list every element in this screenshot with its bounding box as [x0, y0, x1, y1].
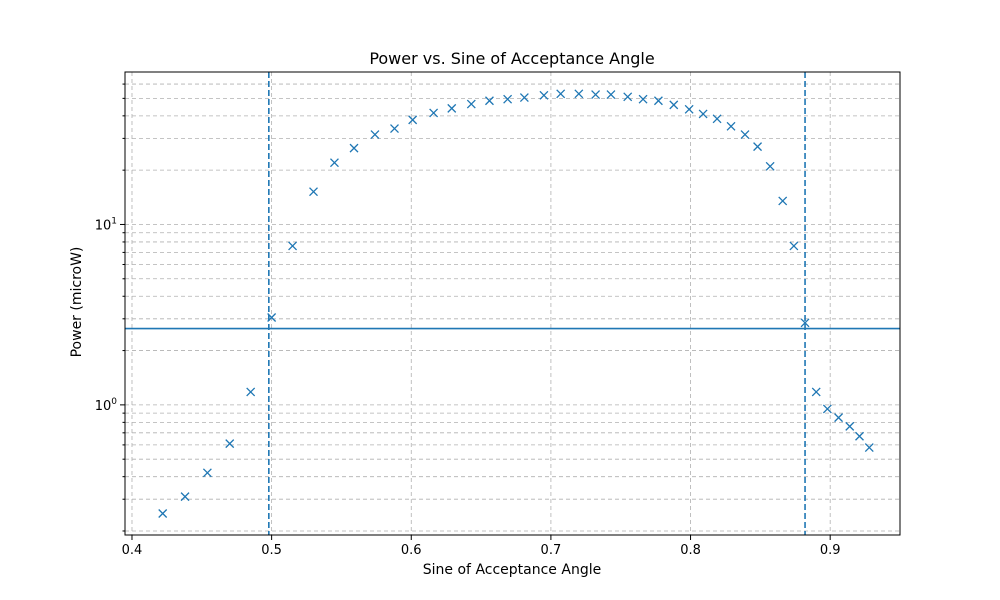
data-point	[466, 99, 476, 109]
data-point	[778, 196, 788, 206]
x-tick-label: 0.5	[261, 543, 282, 558]
data-point	[370, 130, 380, 140]
data-point	[329, 158, 339, 168]
data-point	[503, 94, 513, 104]
data-point	[864, 443, 874, 453]
data-point	[246, 387, 256, 397]
x-axis-label: Sine of Acceptance Angle	[423, 562, 601, 578]
data-point	[267, 313, 277, 322]
x-tick-label: 0.7	[541, 543, 562, 558]
data-point	[855, 431, 864, 441]
plot-frame	[124, 71, 901, 536]
data-point	[684, 104, 694, 114]
data-point	[726, 121, 736, 131]
data-points	[158, 89, 874, 518]
data-point	[789, 241, 799, 251]
data-point	[225, 439, 235, 449]
data-point	[653, 96, 663, 106]
data-point	[408, 115, 418, 125]
data-point	[698, 109, 708, 119]
data-point	[811, 387, 821, 397]
data-point	[574, 89, 584, 99]
data-point	[712, 114, 722, 124]
reference-lines	[125, 72, 900, 535]
y-tick-label: 100	[95, 397, 118, 414]
grid	[125, 72, 900, 535]
y-axis-label: Power (microW)	[69, 247, 85, 358]
data-point	[638, 94, 648, 104]
data-point	[349, 143, 359, 153]
y-tick-label: 101	[95, 216, 117, 233]
data-point	[288, 241, 298, 251]
data-point	[202, 468, 212, 478]
data-point	[591, 90, 601, 100]
data-point	[429, 108, 439, 118]
x-tick-label: 0.8	[680, 543, 701, 558]
data-point	[556, 89, 566, 99]
data-point	[309, 187, 318, 197]
x-tick-label: 0.4	[122, 543, 143, 558]
data-point	[158, 509, 168, 518]
axis-ticks: 0.4 0.5 0.6 0.7 0.8 0.9 100 101	[95, 83, 841, 558]
data-point	[180, 492, 190, 502]
data-point	[834, 413, 844, 423]
x-tick-label: 0.9	[820, 543, 841, 558]
data-point	[800, 318, 810, 328]
x-tick-label: 0.6	[401, 543, 422, 558]
data-point	[753, 142, 763, 152]
data-point	[740, 130, 750, 140]
data-point	[390, 124, 399, 134]
data-point	[519, 93, 529, 103]
chart-title: Power vs. Sine of Acceptance Angle	[369, 49, 654, 68]
data-point	[447, 103, 457, 113]
data-point	[484, 96, 494, 106]
data-point	[669, 100, 679, 110]
data-point	[539, 90, 549, 100]
data-point	[606, 90, 616, 100]
data-point	[822, 404, 832, 414]
data-point	[845, 421, 855, 431]
data-point	[765, 161, 775, 171]
data-point	[623, 92, 633, 102]
